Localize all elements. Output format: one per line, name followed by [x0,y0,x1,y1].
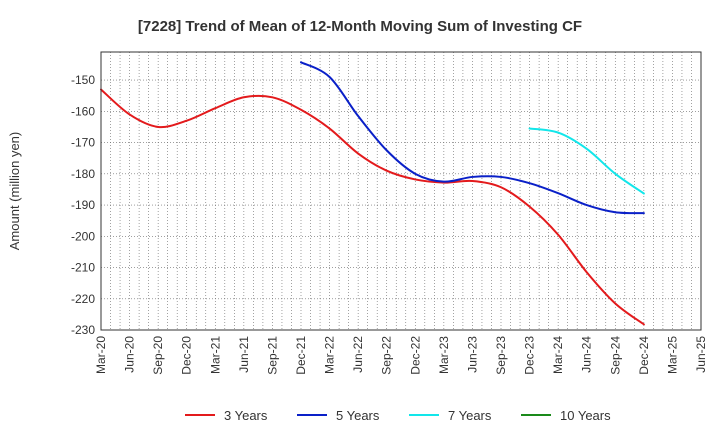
x-tick-label: Dec-23 [523,336,537,375]
x-tick-label: Sep-21 [265,336,279,375]
x-tick-label: Sep-22 [380,336,394,375]
plot-border [100,51,702,331]
legend: 3 Years 5 Years 7 Years 10 Years [185,408,611,423]
series-line-7-years [528,127,645,195]
x-tick-label: Mar-20 [94,336,108,374]
plot-area [101,52,701,330]
y-tick-label: -160 [71,104,95,118]
y-tick-label: -220 [71,292,95,306]
chart-title: [7228] Trend of Mean of 12-Month Moving … [138,18,582,35]
series-line-3-years [100,88,645,326]
y-tick-label: -180 [71,167,95,181]
legend-label-3-years: 3 Years [224,408,268,423]
x-tick-label: Jun-22 [351,336,365,373]
y-tick-label: -190 [71,198,95,212]
x-tick-label: Jun-24 [580,336,594,373]
x-tick-label: Sep-24 [608,336,622,375]
x-tick-label: Mar-23 [437,336,451,374]
y-tick-label: -210 [71,261,95,275]
x-axis: Mar-20 Jun-20 Sep-20 Dec-20 Mar-21 Jun-21 Sep-… [94,336,708,375]
x-tick-label: Mar-21 [208,336,222,374]
y-tick-label: -170 [71,136,95,150]
x-tick-label: Mar-24 [551,336,565,374]
x-tick-label: Jun-25 [694,336,708,373]
grid-layer [100,52,702,331]
x-tick-label: Jun-23 [465,336,479,373]
legend-label-10-years: 10 Years [560,408,611,423]
series-line-5-years [300,61,645,215]
x-tick-label: Dec-22 [408,336,422,375]
y-axis: -150 -160 -170 -180 -190 -200 -210 -220 -230 [71,73,95,337]
x-tick-label: Dec-24 [637,336,651,375]
x-tick-label: Jun-20 [123,336,137,373]
x-tick-label: Jun-21 [237,336,251,373]
x-tick-label: Mar-25 [665,336,679,374]
x-tick-label: Dec-20 [180,336,194,375]
x-tick-label: Sep-23 [494,336,508,375]
x-tick-label: Dec-21 [294,336,308,375]
x-tick-label: Sep-20 [151,336,165,375]
y-tick-label: -230 [71,323,95,337]
legend-label-7-years: 7 Years [448,408,492,423]
y-tick-label: -150 [71,73,95,87]
x-tick-label: Mar-22 [323,336,337,374]
y-tick-label: -200 [71,229,95,243]
legend-label-5-years: 5 Years [336,408,380,423]
series-layer [100,61,645,326]
y-axis-title: Amount (million yen) [7,132,22,251]
